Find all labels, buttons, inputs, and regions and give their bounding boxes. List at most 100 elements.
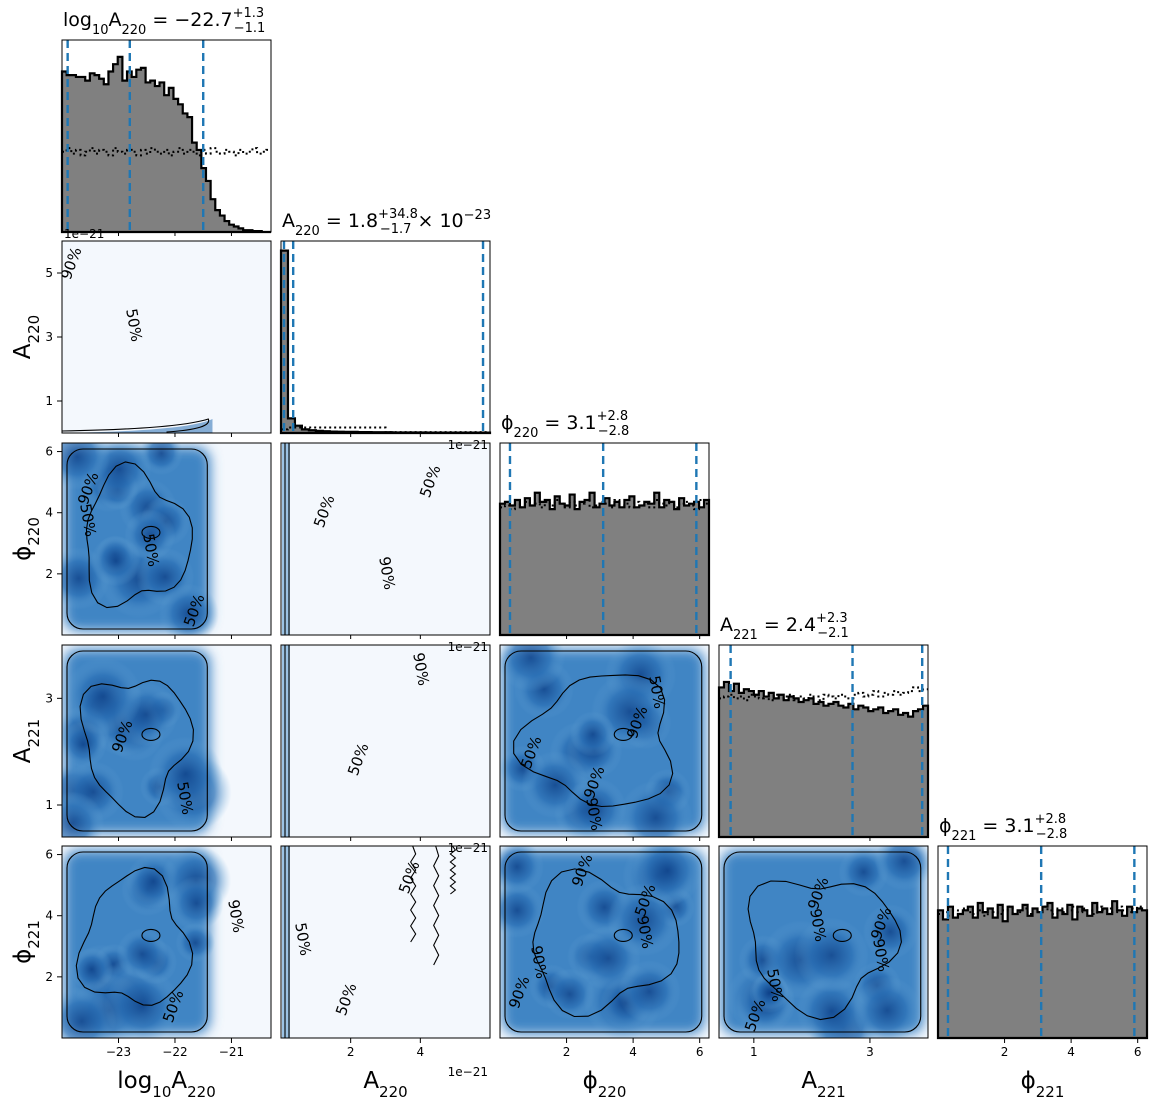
- panel-title-A220: A220 = 1.8+34.8 −1.7 × 10−23: [282, 207, 491, 239]
- y-tick-label: 5: [45, 266, 53, 280]
- density-background: [62, 241, 271, 433]
- y-tick-label: 6: [45, 848, 53, 862]
- y-axis-label: ϕ220: [10, 517, 43, 561]
- contour-50: [85, 461, 193, 609]
- density-blob: [500, 882, 545, 938]
- contour-50-island: [613, 727, 633, 742]
- y-tick-label: 1: [45, 394, 53, 408]
- density-blob: [544, 968, 595, 1020]
- x-axis-label: ϕ221: [1021, 1068, 1065, 1101]
- prior-histogram: [500, 499, 709, 511]
- panel-frame: [61, 39, 272, 233]
- density-panel-r3-c0: 90%50%: [61, 644, 272, 838]
- x-tick-label: 4: [629, 1045, 637, 1059]
- x-tick-label: 4: [1067, 1045, 1075, 1059]
- panel-frame: [499, 845, 710, 1039]
- x-axis-A221: 1 3 A221: [750, 837, 874, 1101]
- contour-50: [62, 418, 210, 433]
- diag-panel-A221: [717, 644, 930, 839]
- y-axis-label: A220: [10, 315, 43, 359]
- density-blob: [862, 904, 918, 960]
- density-blob: [632, 846, 703, 906]
- panel-title-A221: A221 = 2.4+2.3 −2.1: [720, 611, 849, 643]
- density-blob: [500, 846, 544, 894]
- contour-label: 90%: [409, 651, 433, 687]
- density-blob: [62, 791, 105, 837]
- density-panel-r1-c0: 90%50%: [61, 240, 272, 434]
- panel-title-phi221: ϕ221 = 3.1+2.8 −2.8: [939, 812, 1067, 844]
- contour-label: 90%: [224, 898, 248, 934]
- density-panel-r4-c2: 50%90%90%90%90%: [499, 845, 710, 1039]
- contour-50-island: [141, 525, 161, 540]
- y-axis-label: ϕ221: [10, 920, 43, 964]
- density-blob: [169, 876, 224, 931]
- y-tick-label: 2: [45, 567, 53, 581]
- density-blob: [853, 976, 922, 1038]
- panel-frame: [718, 845, 929, 1039]
- density-panel-r3-c2: 90%50%50%90%90%: [499, 644, 710, 838]
- contour-50-island: [832, 928, 852, 943]
- x-axis-label: ϕ220: [583, 1068, 627, 1101]
- density-blob: [749, 973, 790, 1014]
- contour-spike-0: [410, 846, 417, 943]
- density-panel-r4-c3: 90%50%90%90%50%90%: [718, 845, 929, 1039]
- density-blob: [796, 976, 867, 1038]
- x-tick-label: 1: [750, 1045, 758, 1059]
- diag-panel-phi220: [498, 442, 711, 637]
- panel-frame: [499, 442, 710, 636]
- exponent-label: 1e−21: [64, 227, 104, 241]
- posterior-histogram: [60, 55, 271, 234]
- panel-frame: [280, 644, 491, 838]
- panel-frame: [499, 644, 710, 838]
- exponent-label: 1e−21: [448, 1065, 488, 1079]
- panel-title-phi220: ϕ220 = 3.1+2.8 −2.8: [501, 409, 629, 441]
- contour-label: 50%: [122, 307, 146, 343]
- x-axis-phi220: 2 4 6 ϕ220: [563, 635, 704, 1101]
- density-blob: [618, 960, 681, 1023]
- contour-label: 90%: [527, 944, 551, 980]
- contour-spike-1: [433, 846, 440, 966]
- y-tick-label: 4: [45, 909, 53, 923]
- density-blob: [618, 780, 693, 837]
- y-axis-row-2: 2 4 6 ϕ220: [10, 445, 62, 581]
- contour-label: 50%: [645, 674, 669, 710]
- y-tick-label: 3: [45, 691, 53, 705]
- x-tick-label: 3: [866, 1045, 874, 1059]
- contour-90: [504, 851, 703, 1033]
- contour-label: 90%: [633, 914, 657, 950]
- x-tick-label: 6: [1134, 1045, 1142, 1059]
- contour-spike-2: [449, 846, 457, 895]
- density-blob: [148, 736, 223, 811]
- density-blob: [874, 846, 928, 891]
- contour-90: [66, 448, 208, 630]
- contour-50-island: [141, 727, 161, 742]
- panel-frame: [937, 845, 1148, 1039]
- panel-frame: [280, 442, 491, 636]
- y-tick-label: 2: [45, 970, 53, 984]
- x-axis-label: A221: [801, 1068, 845, 1101]
- density-fill: [62, 419, 213, 433]
- density-blob: [500, 645, 566, 692]
- contour-label: 90%: [582, 796, 606, 832]
- prior-histogram: [62, 147, 271, 157]
- y-axis-row-1: 1 3 5 A220: [10, 266, 62, 408]
- exponent-label: 1e−21: [448, 438, 488, 452]
- diag-panel-A220: [279, 240, 492, 435]
- contour-50: [75, 866, 194, 1006]
- density-panel-r4-c0: 50%90%: [61, 845, 272, 1039]
- density-background: [281, 645, 490, 837]
- contour-90: [66, 650, 208, 832]
- exponent-label: 1e−21: [448, 640, 488, 654]
- density-blob: [104, 967, 180, 1038]
- density-blob: [794, 917, 869, 993]
- panel-frame: [280, 845, 491, 1039]
- contour-label: 90%: [806, 907, 830, 943]
- posterior-histogram: [936, 900, 1149, 1040]
- prior-histogram: [281, 426, 490, 434]
- y-tick-label: 3: [45, 330, 53, 344]
- density-panel-r4-c1: 50%50%50%: [280, 845, 491, 1039]
- panel-background: [281, 241, 490, 433]
- density-fill: [282, 645, 290, 837]
